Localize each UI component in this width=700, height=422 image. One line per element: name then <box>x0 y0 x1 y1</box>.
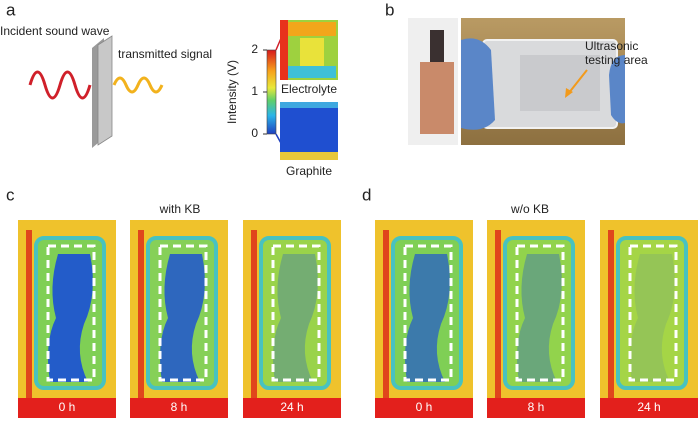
tick-label: 0 <box>251 126 258 140</box>
photo <box>408 18 625 145</box>
map-frame <box>503 236 575 390</box>
time-bar <box>130 398 228 418</box>
map-edge <box>608 230 614 398</box>
tick-label: 2 <box>251 42 258 56</box>
heatmap: 0 h <box>375 220 473 418</box>
time-label: 24 h <box>637 400 660 414</box>
annotation: testing area <box>585 53 648 67</box>
dashed-box <box>46 244 96 382</box>
graphite-map <box>280 102 338 160</box>
heatmap: 8 h <box>487 220 585 418</box>
plate <box>97 35 113 146</box>
annotation: Ultrasonic <box>585 39 638 53</box>
image-label: Graphite <box>286 164 332 178</box>
map-edge <box>26 230 32 398</box>
dashed-box <box>515 244 565 382</box>
panel-title: with KB <box>159 202 201 216</box>
heatmap: 8 h <box>130 220 228 418</box>
arrow-head <box>565 88 573 98</box>
time-label: 0 h <box>59 400 76 414</box>
transmitted-label: transmitted signal <box>118 47 212 61</box>
heatmap: 24 h <box>243 220 341 418</box>
map-edge <box>251 230 257 398</box>
panel-letter: c <box>6 185 15 204</box>
map-blob <box>405 254 450 382</box>
electrolyte-map <box>280 20 338 80</box>
panel-title: w/o KB <box>510 202 549 216</box>
map-blob <box>517 254 562 382</box>
map-blob <box>273 254 318 382</box>
time-label: 8 h <box>528 400 545 414</box>
time-label: 8 h <box>171 400 188 414</box>
dashed-box <box>628 244 678 382</box>
panel-letter: d <box>362 185 371 204</box>
map-blob <box>630 254 675 382</box>
map-blob <box>160 254 205 382</box>
dashed-box <box>271 244 321 382</box>
time-bar <box>600 398 698 418</box>
panel-letter: a <box>6 0 16 19</box>
time-bar <box>375 398 473 418</box>
colorbar <box>266 49 277 135</box>
time-bar <box>487 398 585 418</box>
incident-label: Incident sound wave <box>0 24 110 38</box>
map-blob <box>48 254 93 382</box>
colorbar-label: Intensity (V) <box>225 60 239 124</box>
map-edge <box>495 230 501 398</box>
tick-label: 1 <box>251 84 258 98</box>
map-frame <box>259 236 331 390</box>
map-frame <box>616 236 688 390</box>
time-bar <box>18 398 116 418</box>
time-label: 0 h <box>416 400 433 414</box>
arrow <box>567 69 588 95</box>
image-label: Electrolyte <box>281 82 337 96</box>
incident-wave <box>28 70 92 100</box>
map-edge <box>138 230 144 398</box>
transmitted-wave <box>112 76 164 94</box>
heatmap: 24 h <box>600 220 698 418</box>
map-edge <box>383 230 389 398</box>
dashed-box <box>158 244 208 382</box>
time-label: 24 h <box>280 400 303 414</box>
dashed-box <box>403 244 453 382</box>
heatmap: 0 h <box>18 220 116 418</box>
time-bar <box>243 398 341 418</box>
panel-letter: b <box>385 0 394 19</box>
